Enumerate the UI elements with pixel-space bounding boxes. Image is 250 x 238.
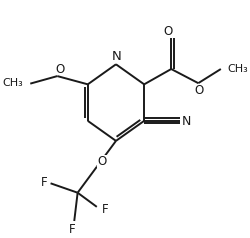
Text: N: N (112, 50, 122, 63)
Text: O: O (98, 155, 107, 168)
Text: O: O (195, 84, 204, 97)
Text: CH₃: CH₃ (228, 64, 248, 74)
Text: N: N (182, 115, 191, 128)
Text: F: F (102, 203, 109, 216)
Text: F: F (69, 223, 75, 236)
Text: CH₃: CH₃ (3, 78, 24, 88)
Text: O: O (55, 63, 64, 75)
Text: F: F (41, 176, 48, 188)
Text: O: O (163, 25, 172, 38)
